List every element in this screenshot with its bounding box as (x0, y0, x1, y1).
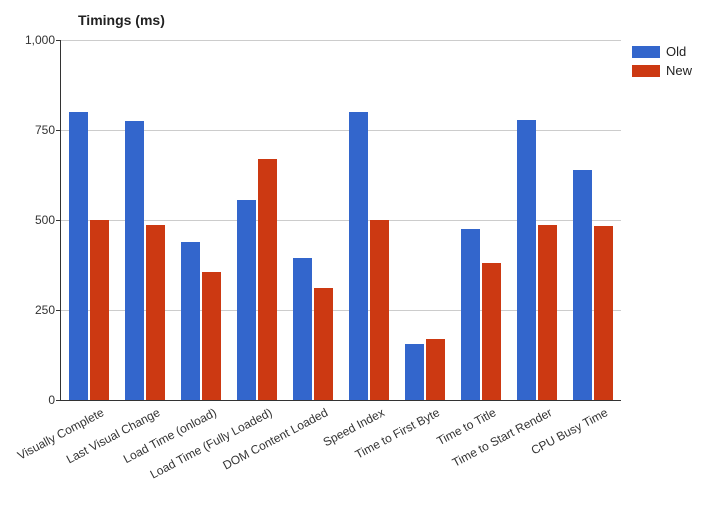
bar-new (258, 159, 277, 400)
bar-old (125, 121, 144, 400)
gridline (61, 310, 621, 311)
bar-new (370, 220, 389, 400)
y-tick-label: 750 (35, 123, 61, 137)
y-tick-label: 0 (48, 393, 61, 407)
bar-old (293, 258, 312, 400)
y-tick-label: 1,000 (25, 33, 61, 47)
bar-new (202, 272, 221, 400)
gridline (61, 130, 621, 131)
bar-new (146, 225, 165, 400)
y-tick-label: 500 (35, 213, 61, 227)
bar-new (538, 225, 557, 400)
bar-old (405, 344, 424, 400)
bar-new (594, 226, 613, 400)
bar-old (573, 170, 592, 400)
bar-new (482, 263, 501, 400)
legend-swatch (632, 65, 660, 77)
bar-new (90, 220, 109, 400)
bar-new (314, 288, 333, 400)
legend-item-new: New (632, 63, 692, 78)
gridline (61, 220, 621, 221)
plot-area: 02505007501,000Visually CompleteLast Vis… (60, 40, 621, 401)
legend: Old New (632, 44, 692, 82)
legend-label: Old (666, 44, 686, 59)
bar-new (426, 339, 445, 400)
legend-swatch (632, 46, 660, 58)
bar-old (461, 229, 480, 400)
legend-label: New (666, 63, 692, 78)
bar-old (237, 200, 256, 400)
gridline (61, 40, 621, 41)
y-tick-label: 250 (35, 303, 61, 317)
bar-old (517, 120, 536, 400)
bar-old (69, 112, 88, 400)
bar-old (349, 112, 368, 400)
bar-old (181, 242, 200, 400)
chart-title: Timings (ms) (78, 12, 165, 28)
legend-item-old: Old (632, 44, 692, 59)
chart-stage: Timings (ms) 02505007501,000Visually Com… (0, 0, 712, 522)
